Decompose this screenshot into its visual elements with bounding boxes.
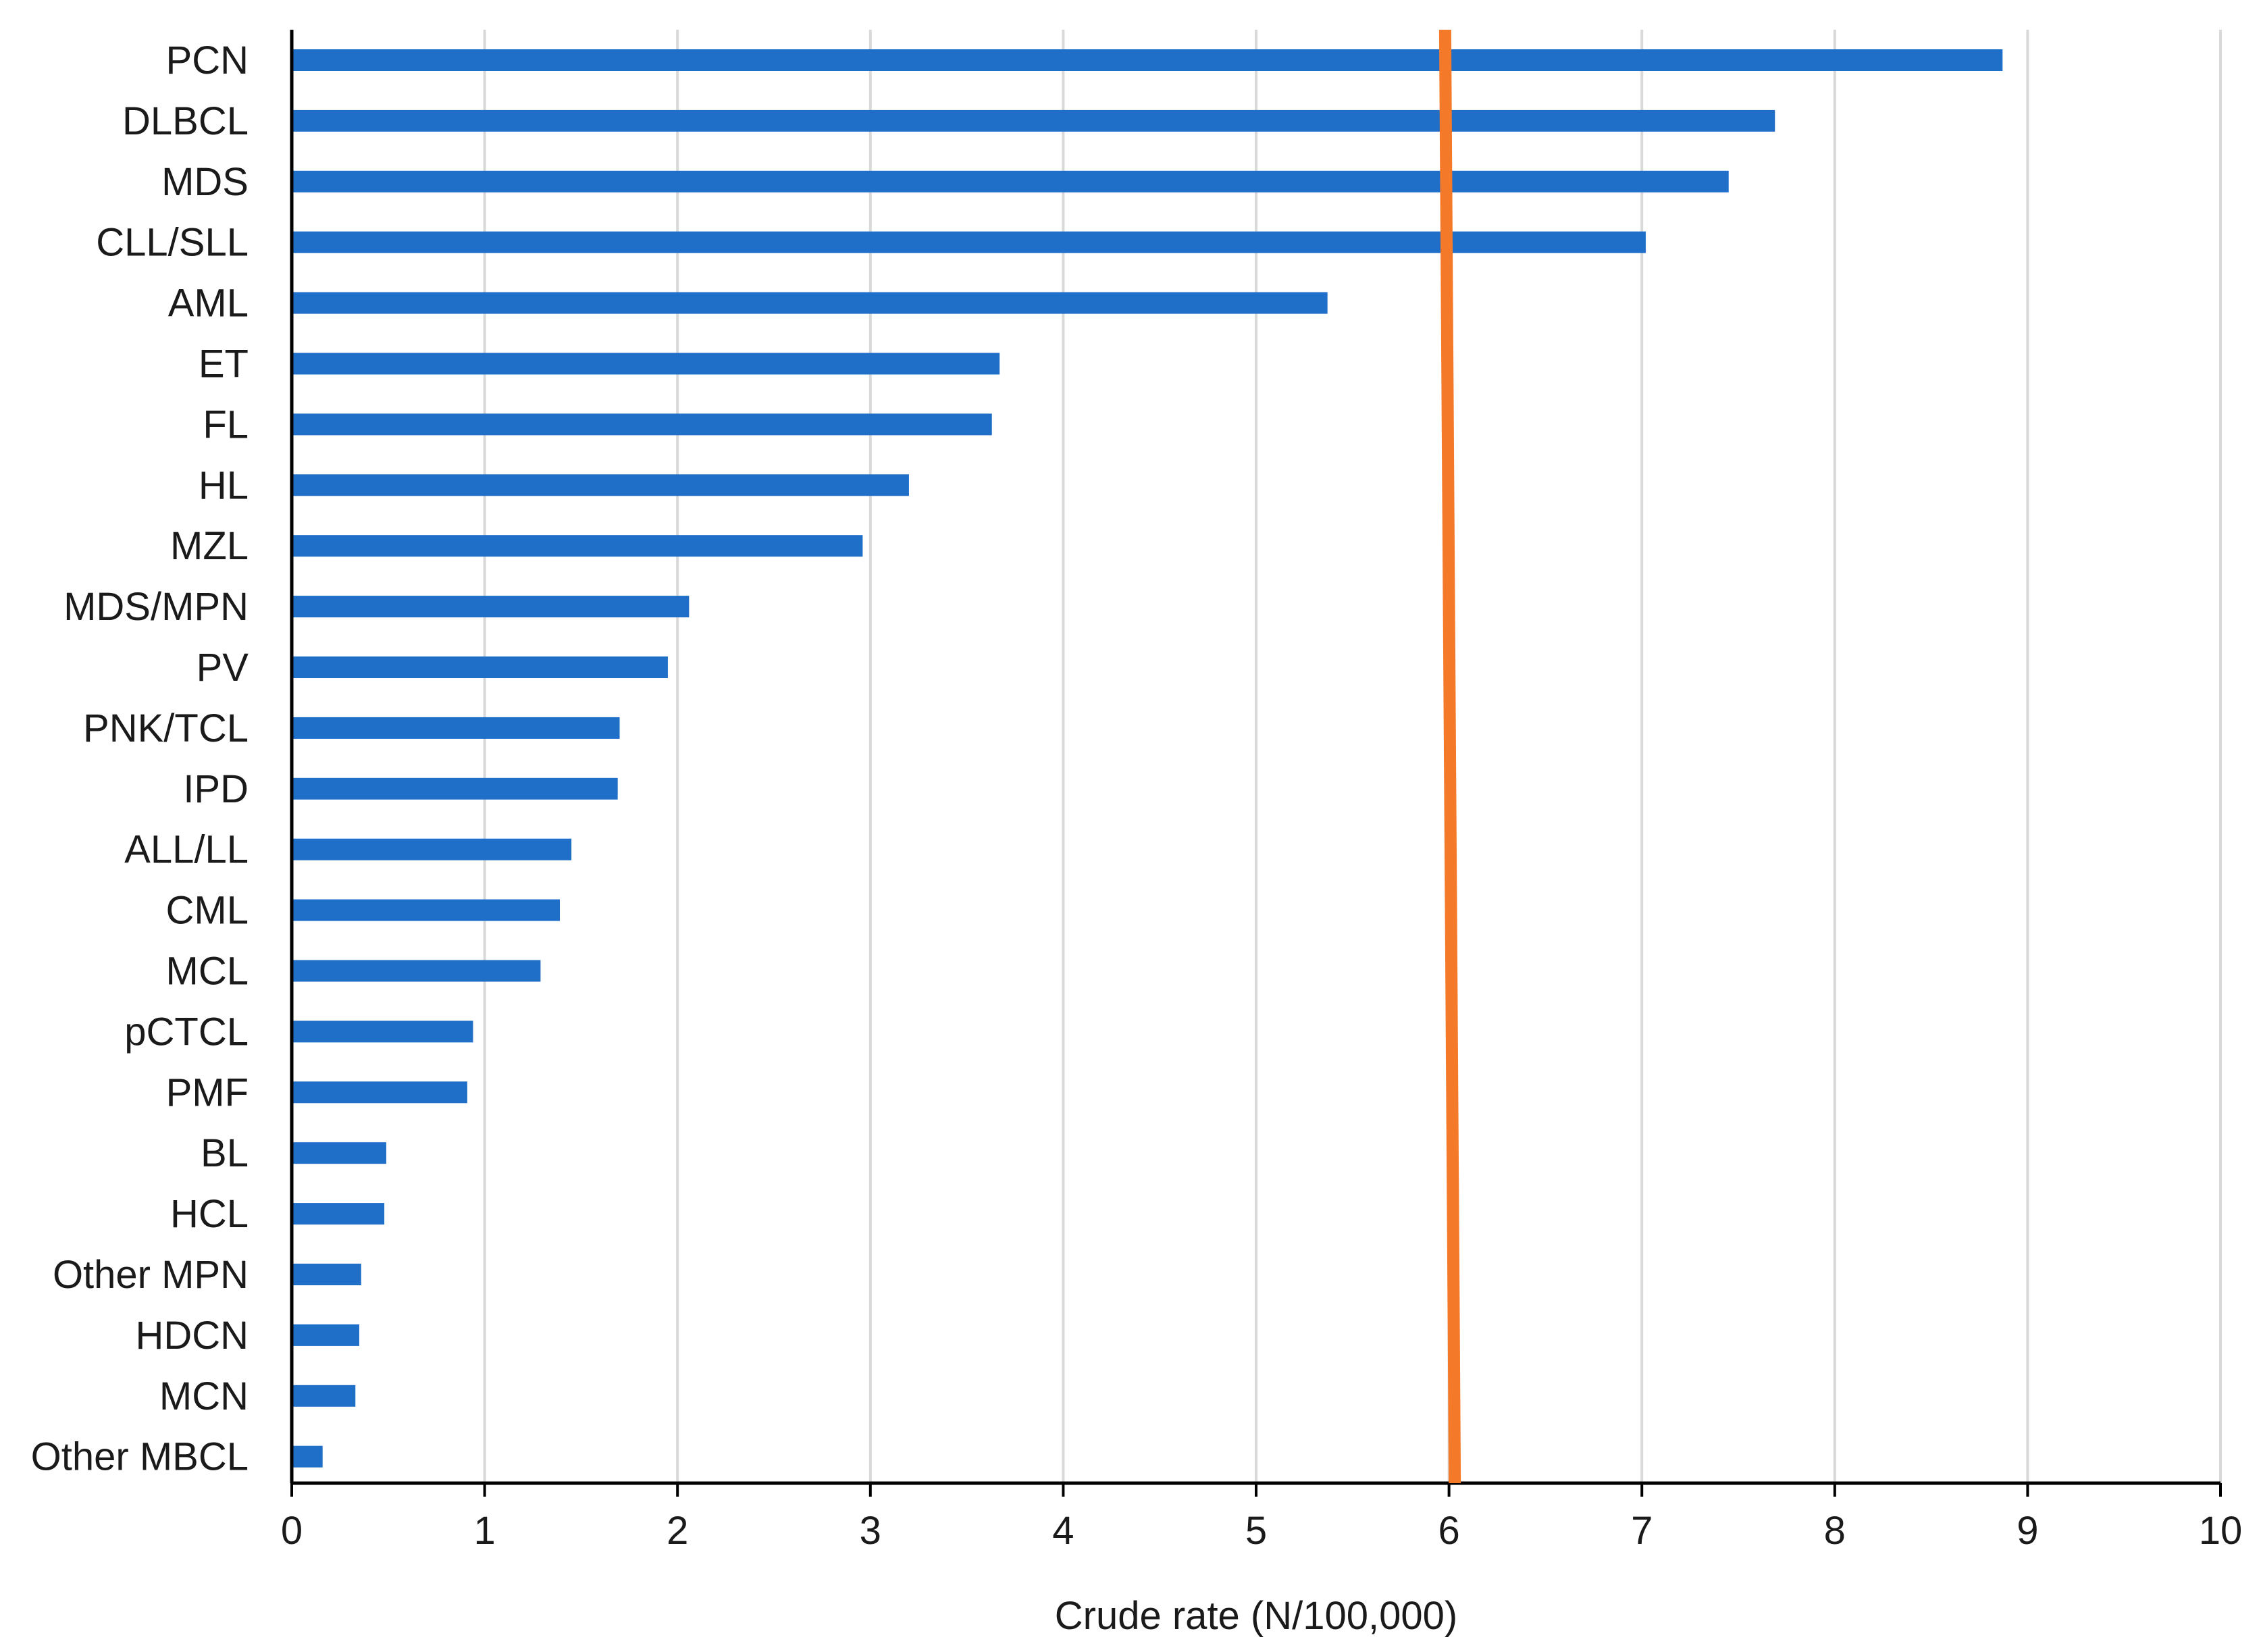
bar [292, 596, 690, 618]
bar [292, 474, 909, 496]
bar [292, 717, 620, 739]
x-tick-label: 3 [860, 1509, 881, 1553]
category-label: pCTCL [124, 1010, 249, 1054]
bar [292, 109, 1775, 132]
bar [292, 353, 1000, 375]
bar [292, 1264, 361, 1285]
bar [292, 535, 863, 557]
bar [292, 656, 668, 678]
x-tick-label: 1 [473, 1509, 495, 1553]
category-label: ALL/LL [124, 828, 249, 872]
x-tick-label: 9 [2017, 1509, 2038, 1553]
axes [290, 30, 2222, 1497]
category-label: PMF [166, 1070, 249, 1114]
bar [292, 231, 1646, 253]
bar [292, 1203, 385, 1225]
category-label: BL [201, 1131, 249, 1175]
category-label: PV [197, 646, 249, 690]
category-label: DLBCL [122, 99, 249, 143]
reference-line-group [1438, 29, 1461, 1484]
x-tick-label: 6 [1438, 1509, 1459, 1553]
bar [292, 838, 572, 860]
category-label: AML [168, 282, 249, 326]
category-label: MDS/MPN [63, 585, 249, 629]
category-label: HCL [170, 1192, 249, 1236]
x-tick-label: 5 [1245, 1509, 1267, 1553]
bar [292, 292, 1328, 314]
category-label: MDS [161, 160, 249, 204]
x-tick-label: 0 [281, 1509, 303, 1553]
category-label: CML [166, 889, 249, 933]
bar [292, 777, 618, 800]
category-labels: PCN DLBCL MDS CLL/SLL AML ET FL HL MZL MDS/MPN PV P… [31, 38, 249, 1479]
bar [292, 1324, 359, 1346]
bars [292, 49, 2003, 1468]
x-tick-label: 7 [1631, 1509, 1653, 1553]
category-label: PNK/TCL [83, 706, 249, 750]
x-tick-label: 2 [667, 1509, 688, 1553]
bar [292, 49, 2003, 71]
bar [292, 1445, 323, 1468]
category-label: MCN [159, 1374, 249, 1418]
bar [292, 1021, 473, 1043]
category-label: MCL [166, 950, 249, 993]
category-label: Other MBCL [31, 1435, 249, 1479]
x-tick-label: 8 [1824, 1509, 1846, 1553]
x-tick-label: 4 [1052, 1509, 1074, 1553]
category-label: HDCN [135, 1314, 249, 1358]
category-label: Other MPN [53, 1253, 249, 1297]
bar [292, 170, 1729, 192]
bar [292, 1385, 356, 1407]
x-tick-label: 10 [2199, 1509, 2243, 1553]
category-label: FL [203, 403, 249, 446]
x-axis-title: Crude rate (N/100,000) [1055, 1594, 1457, 1638]
reference-line [1438, 29, 1461, 1484]
bar [292, 1142, 386, 1164]
x-tick-labels: 0 1 2 3 4 5 6 7 8 9 10 [281, 1509, 2242, 1553]
bar [292, 413, 992, 436]
category-label: IPD [183, 767, 249, 811]
bar [292, 960, 541, 982]
category-label: ET [199, 342, 249, 386]
category-label: CLL/SLL [96, 221, 249, 265]
bar [292, 1081, 467, 1104]
bar [292, 899, 560, 921]
category-label: HL [199, 463, 249, 507]
category-label: PCN [166, 38, 249, 82]
category-label: MZL [170, 524, 249, 568]
